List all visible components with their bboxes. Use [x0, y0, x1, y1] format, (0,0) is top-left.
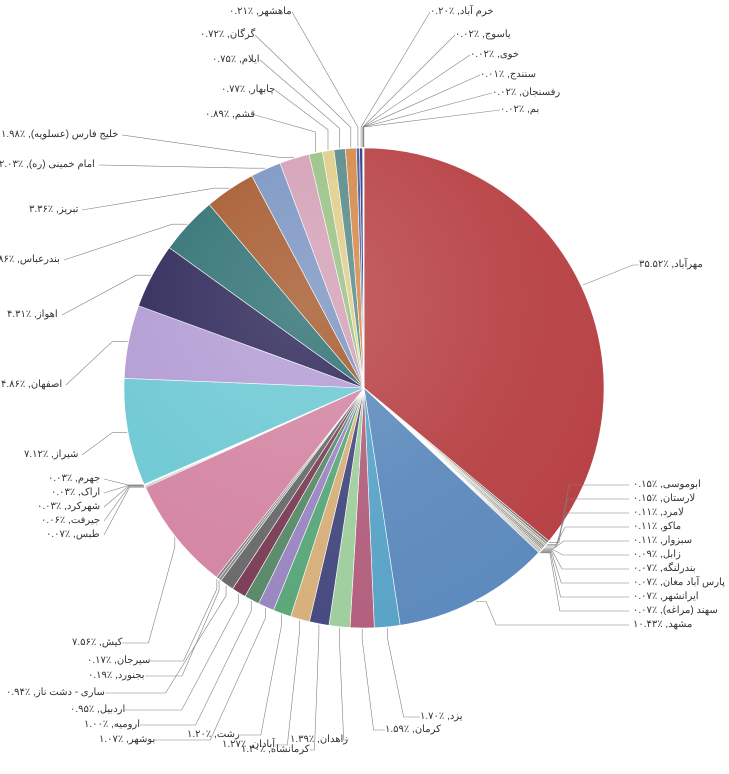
leader-line [339, 628, 348, 740]
leader-line [66, 341, 128, 385]
leader-line [363, 55, 470, 147]
leader-line [292, 12, 358, 147]
leader-line [104, 486, 144, 507]
leader-line [240, 614, 282, 735]
leader-line [140, 601, 251, 725]
leader-line [255, 35, 351, 147]
leader-line [255, 115, 315, 152]
leader-line [543, 550, 629, 555]
pie-chart-svg [0, 0, 729, 774]
leader-line [362, 629, 385, 730]
leader-line [476, 601, 629, 625]
leader-line [260, 60, 340, 148]
leader-line [542, 550, 629, 569]
leader-line [361, 12, 430, 147]
leader-line [82, 433, 127, 455]
leader-line [155, 608, 266, 740]
leader-line [364, 93, 492, 147]
leader-line [122, 135, 294, 157]
leader-line [583, 265, 639, 285]
pie-chart-container: مهرآباد, ٪۳۵.۵۲ابوموسی, ٪۰.۱۵لارستان, ٪۰… [0, 0, 729, 774]
leader-line [125, 594, 238, 710]
leader-line [363, 35, 455, 147]
leader-line [104, 479, 143, 485]
leader-line [363, 75, 480, 147]
leader-line [275, 90, 328, 150]
leader-line [104, 487, 144, 535]
leader-line [105, 586, 226, 693]
leader-line [122, 537, 175, 643]
leader-line [310, 625, 319, 750]
leader-line [540, 553, 629, 611]
leader-line [99, 165, 265, 168]
leader-line [104, 486, 144, 521]
leader-line [150, 579, 217, 661]
leader-line [387, 628, 420, 717]
leader-line [364, 110, 500, 147]
leader-line [145, 581, 219, 676]
pie-highlight [124, 148, 604, 628]
